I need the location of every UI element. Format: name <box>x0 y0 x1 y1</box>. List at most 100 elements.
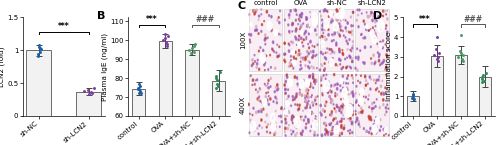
Circle shape <box>366 131 367 132</box>
Circle shape <box>332 62 333 64</box>
Circle shape <box>296 126 298 129</box>
Circle shape <box>347 22 348 24</box>
Circle shape <box>337 121 338 122</box>
Circle shape <box>294 124 296 127</box>
Circle shape <box>304 58 306 61</box>
Circle shape <box>340 20 341 21</box>
Circle shape <box>266 85 268 86</box>
Circle shape <box>306 50 308 53</box>
Circle shape <box>334 84 335 87</box>
Circle shape <box>336 87 338 90</box>
Circle shape <box>375 61 376 63</box>
Circle shape <box>262 102 263 104</box>
Circle shape <box>284 53 286 55</box>
Circle shape <box>265 37 266 40</box>
Circle shape <box>346 104 352 115</box>
Circle shape <box>254 12 256 15</box>
Circle shape <box>264 61 266 64</box>
Circle shape <box>358 123 360 125</box>
Bar <box>284 9 318 71</box>
Circle shape <box>276 89 278 91</box>
Circle shape <box>335 125 336 128</box>
Circle shape <box>292 41 294 44</box>
Circle shape <box>336 9 338 11</box>
Circle shape <box>267 21 272 30</box>
Circle shape <box>356 19 358 21</box>
Circle shape <box>341 111 342 114</box>
Circle shape <box>343 18 344 20</box>
Circle shape <box>363 20 364 22</box>
Circle shape <box>339 109 340 111</box>
Circle shape <box>324 36 326 37</box>
Circle shape <box>356 100 358 102</box>
Circle shape <box>284 131 285 133</box>
Circle shape <box>303 23 304 24</box>
Circle shape <box>340 99 342 100</box>
Circle shape <box>338 58 340 61</box>
Circle shape <box>296 38 297 40</box>
Point <box>213 79 221 81</box>
Point <box>458 54 466 56</box>
Circle shape <box>325 105 326 106</box>
Circle shape <box>267 99 268 100</box>
Circle shape <box>257 127 258 129</box>
Circle shape <box>336 128 337 129</box>
Circle shape <box>284 19 286 21</box>
Circle shape <box>382 40 384 42</box>
Circle shape <box>285 118 286 120</box>
Circle shape <box>258 133 259 134</box>
Point <box>188 47 196 49</box>
Point <box>161 33 169 36</box>
Circle shape <box>305 127 306 129</box>
Circle shape <box>312 18 317 27</box>
Circle shape <box>328 132 329 133</box>
Circle shape <box>332 132 333 135</box>
Circle shape <box>358 112 360 114</box>
Circle shape <box>382 92 383 93</box>
Circle shape <box>249 132 250 133</box>
Circle shape <box>380 119 381 121</box>
Circle shape <box>373 54 374 57</box>
Circle shape <box>274 91 276 93</box>
Circle shape <box>334 33 335 35</box>
Point <box>36 51 44 53</box>
Circle shape <box>371 12 372 14</box>
Circle shape <box>292 60 296 66</box>
Circle shape <box>306 89 307 92</box>
Circle shape <box>329 61 330 63</box>
Circle shape <box>250 122 252 124</box>
Circle shape <box>332 51 333 53</box>
Point <box>135 88 143 91</box>
Circle shape <box>331 19 332 20</box>
Circle shape <box>250 75 251 77</box>
Circle shape <box>300 16 302 18</box>
Circle shape <box>248 13 250 16</box>
Circle shape <box>313 102 314 104</box>
Circle shape <box>301 13 302 15</box>
Circle shape <box>357 48 358 50</box>
Circle shape <box>294 97 295 99</box>
Circle shape <box>352 91 353 93</box>
Circle shape <box>346 66 347 68</box>
Circle shape <box>339 34 340 36</box>
Circle shape <box>300 30 303 35</box>
Circle shape <box>302 110 304 111</box>
Point <box>164 35 172 38</box>
Circle shape <box>324 133 326 135</box>
Point <box>90 87 98 90</box>
Circle shape <box>256 26 257 28</box>
Circle shape <box>369 117 370 119</box>
Circle shape <box>292 130 294 133</box>
Circle shape <box>270 113 275 122</box>
Circle shape <box>387 104 388 105</box>
Circle shape <box>292 122 293 123</box>
Circle shape <box>376 79 377 81</box>
Circle shape <box>260 109 262 110</box>
Circle shape <box>250 33 252 36</box>
Point <box>410 98 418 100</box>
Circle shape <box>288 65 290 67</box>
Text: ***: *** <box>146 16 158 25</box>
Circle shape <box>285 89 286 90</box>
Circle shape <box>288 43 289 44</box>
Circle shape <box>322 24 323 27</box>
